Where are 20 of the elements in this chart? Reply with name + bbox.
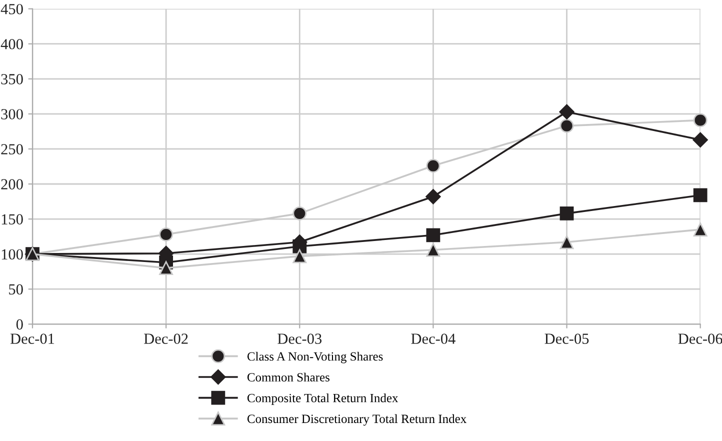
y-tick-label: 50	[9, 284, 23, 295]
y-tick-label: 0	[16, 319, 23, 330]
x-tick-label: Dec-05	[544, 334, 589, 344]
legend-label: Consumer Discretionary Total Return Index	[247, 414, 466, 426]
x-tick-label: Dec-04	[411, 334, 456, 344]
y-tick-label: 400	[0, 38, 23, 50]
x-tick-label: Dec-01	[10, 334, 54, 344]
legend-label: Common Shares	[247, 372, 330, 382]
y-tick-label: 300	[1, 109, 23, 120]
y-tick-label: 100	[2, 249, 23, 260]
legend-label: Class A Non-Voting Shares	[247, 352, 383, 364]
x-tick-label: Dec-03	[278, 334, 322, 344]
legend-label: Composite Total Return Index	[247, 393, 398, 405]
y-tick-label: 350	[1, 74, 23, 84]
x-tick-label: Dec-02	[144, 334, 188, 344]
y-tick-label: 450	[0, 4, 23, 14]
y-tick-label: 150	[2, 214, 23, 224]
y-tick-label: 250	[1, 144, 23, 154]
x-tick-label: Dec-06	[678, 334, 722, 344]
y-tick-label: 200	[1, 179, 23, 190]
